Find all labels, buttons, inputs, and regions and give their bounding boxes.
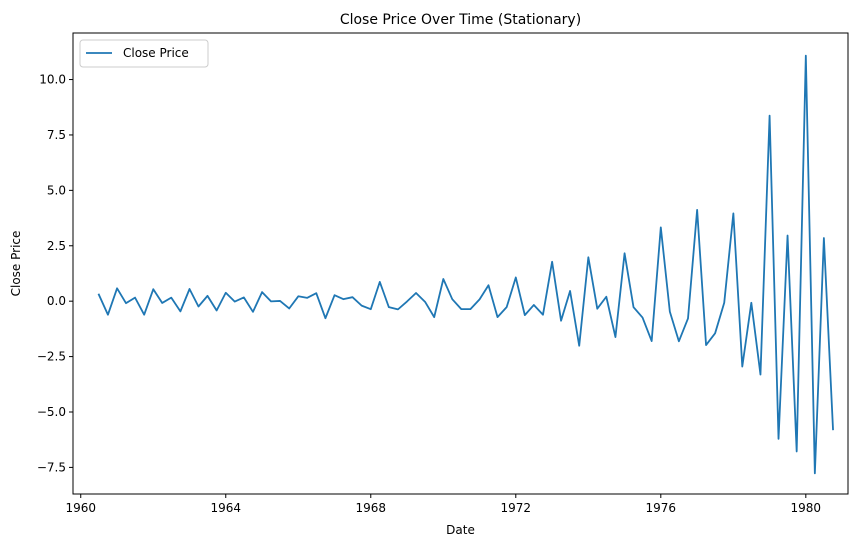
x-axis-label: Date xyxy=(446,523,475,537)
plot-frame xyxy=(72,32,849,495)
x-tick-label: 1960 xyxy=(65,501,96,515)
y-tick-label: −2.5 xyxy=(37,350,66,364)
x-tick-label: 1972 xyxy=(501,501,532,515)
y-axis-label: Close Price xyxy=(9,231,23,297)
x-tick-label: 1976 xyxy=(646,501,677,515)
x-tick-label: 1968 xyxy=(355,501,386,515)
y-tick-label: 0.0 xyxy=(47,294,66,308)
x-tick-label: 1964 xyxy=(210,501,241,515)
y-tick-label: 7.5 xyxy=(47,128,66,142)
y-axis: −7.5 −5.0 −2.5 0.0 2.5 5.0 7.5 10.0 xyxy=(37,73,73,474)
chart-title: Close Price Over Time (Stationary) xyxy=(340,12,581,28)
x-axis: 1960 1964 1968 1972 1976 1980 xyxy=(65,494,821,515)
plot-area xyxy=(97,54,834,475)
y-tick-label: 2.5 xyxy=(47,239,66,253)
y-tick-label: −7.5 xyxy=(37,460,66,474)
legend-box xyxy=(79,39,209,68)
y-tick-label: 10.0 xyxy=(39,73,66,87)
legend: Close Price xyxy=(79,39,209,68)
legend-label-close-price: Close Price xyxy=(123,46,189,60)
y-tick-label: −5.0 xyxy=(37,405,66,419)
x-tick-label: 1980 xyxy=(791,501,822,515)
y-tick-label: 5.0 xyxy=(47,183,66,197)
series-line-close-price xyxy=(97,54,834,475)
